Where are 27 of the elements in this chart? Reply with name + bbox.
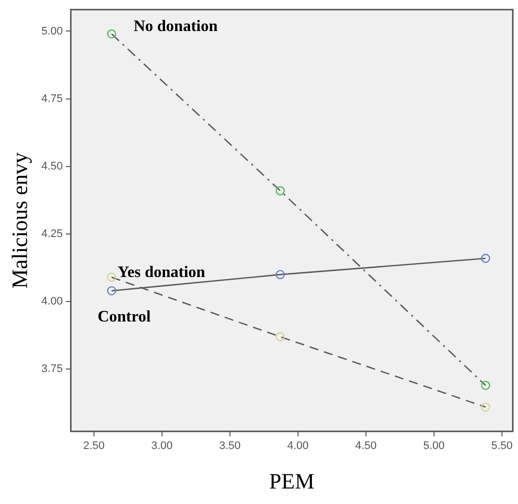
y-tick-label: 4.25 bbox=[41, 228, 63, 240]
point bbox=[276, 270, 285, 280]
series-label: No donation bbox=[134, 18, 218, 36]
x-tick-label: 4.50 bbox=[355, 440, 377, 452]
x-tick-label: 3.50 bbox=[219, 440, 241, 452]
y-axis-title: Malicious envy bbox=[6, 152, 32, 289]
y-tick-label: 3.75 bbox=[41, 363, 63, 376]
y-tick-label: 4.75 bbox=[41, 92, 63, 105]
point bbox=[276, 332, 285, 342]
x-tick-label: 4.00 bbox=[287, 440, 309, 452]
y-tick-label: 4.50 bbox=[41, 160, 63, 172]
x-tick-label: 5.50 bbox=[491, 440, 513, 452]
series-label: Yes donation bbox=[118, 264, 206, 281]
x-axis-title: PEM bbox=[269, 468, 314, 494]
point bbox=[107, 272, 116, 282]
x-tick-label: 5.00 bbox=[423, 440, 445, 452]
x-tick-label: 3.00 bbox=[151, 440, 173, 452]
x-tick-label: 2.50 bbox=[83, 440, 105, 452]
point bbox=[481, 254, 490, 263]
point bbox=[276, 186, 285, 196]
point bbox=[481, 402, 490, 412]
y-tick-label: 5.00 bbox=[41, 25, 63, 38]
y-tick-label: 4.00 bbox=[41, 296, 63, 308]
series-label: Control bbox=[98, 308, 152, 326]
point bbox=[481, 380, 490, 390]
point bbox=[107, 286, 116, 296]
point bbox=[107, 29, 116, 39]
